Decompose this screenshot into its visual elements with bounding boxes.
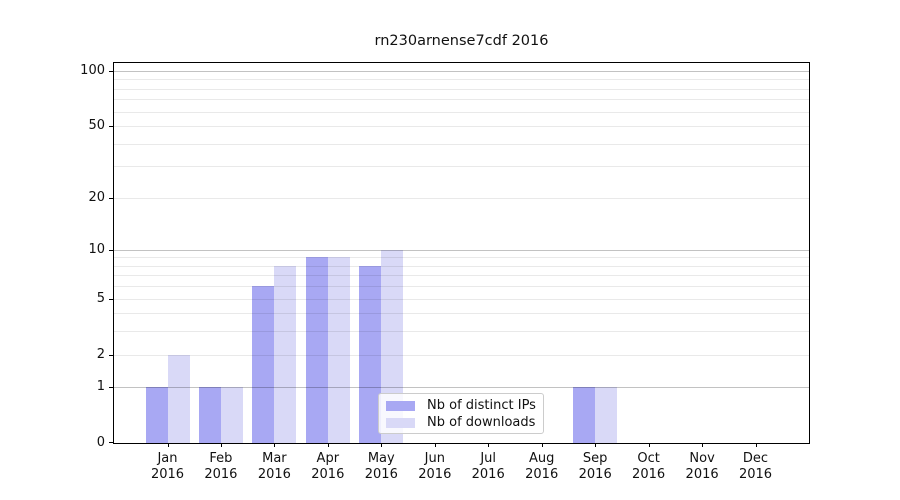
y-tick-mark xyxy=(109,249,113,251)
bar-distinct-ips-feb xyxy=(198,387,221,443)
x-tick-mark xyxy=(381,443,383,447)
minor-gridline xyxy=(114,298,809,300)
y-tick-label: 50 xyxy=(88,118,105,134)
bar-distinct-ips-mar xyxy=(252,286,275,443)
y-tick-mark xyxy=(109,387,113,389)
x-tick-mark xyxy=(488,443,490,447)
bar-distinct-ips-apr xyxy=(305,257,328,443)
y-tick-label: 10 xyxy=(88,241,105,257)
legend-item-downloads: Nb of downloads xyxy=(386,415,535,431)
bar-distinct-ips-sep xyxy=(573,387,596,443)
x-tick-label-jul: Jul 2016 xyxy=(471,451,505,482)
x-tick-label-may: May 2016 xyxy=(364,451,398,482)
minor-gridline xyxy=(114,88,809,90)
y-tick-mark xyxy=(109,126,113,128)
x-tick-mark xyxy=(434,443,436,447)
plot-area: 0 1 2 5 10 20 50 100 Jan 2016 Feb 2016 Mar 2016 Apr… xyxy=(80,62,810,482)
x-tick-label-dec: Dec 2016 xyxy=(738,451,773,482)
x-tick-label-oct: Oct 2016 xyxy=(632,451,666,482)
y-tick-mark xyxy=(109,354,113,356)
minor-gridline xyxy=(114,166,809,168)
y-tick-label: 20 xyxy=(88,189,105,205)
x-tick-label-jun: Jun 2016 xyxy=(418,451,452,482)
x-tick-mark xyxy=(167,443,169,447)
bar-downloads-feb xyxy=(220,387,243,443)
minor-gridline xyxy=(114,275,809,277)
minor-gridline xyxy=(114,197,809,199)
x-tick-mark xyxy=(274,443,276,447)
x-tick-label-apr: Apr 2016 xyxy=(311,451,345,482)
major-gridline xyxy=(114,387,809,389)
minor-gridline xyxy=(114,313,809,315)
minor-gridline xyxy=(114,99,809,101)
y-tick-label: 1 xyxy=(96,379,105,395)
x-tick-mark xyxy=(220,443,222,447)
distinct-ips-swatch-icon xyxy=(386,401,415,411)
major-gridline xyxy=(114,249,809,251)
bar-distinct-ips-jan xyxy=(145,387,168,443)
x-tick-label-sep: Sep 2016 xyxy=(578,451,612,482)
y-tick-label: 5 xyxy=(96,290,105,306)
minor-gridline xyxy=(114,354,809,356)
x-tick-mark xyxy=(648,443,650,447)
bar-distinct-ips-may xyxy=(359,265,382,443)
downloads-swatch-icon xyxy=(386,418,415,428)
x-tick-label-feb: Feb 2016 xyxy=(204,451,238,482)
y-tick-mark xyxy=(109,71,113,72)
minor-gridline xyxy=(114,286,809,288)
bar-downloads-mar xyxy=(274,265,297,443)
x-tick-label-mar: Mar 2016 xyxy=(257,451,291,482)
minor-gridline xyxy=(114,126,809,128)
y-tick-mark xyxy=(109,442,113,443)
x-tick-label-aug: Aug 2016 xyxy=(525,451,559,482)
minor-gridline xyxy=(114,111,809,113)
x-tick-mark xyxy=(702,443,704,447)
chart-title: rn230arnense7cdf 2016 xyxy=(374,33,549,49)
bar-downloads-sep xyxy=(595,387,618,443)
y-tick-label: 0 xyxy=(96,435,105,450)
minor-gridline xyxy=(114,257,809,259)
legend-label: Nb of downloads xyxy=(427,415,536,430)
minor-gridline xyxy=(114,331,809,333)
x-tick-mark xyxy=(755,443,757,447)
minor-gridline xyxy=(114,79,809,81)
bar-downloads-jan xyxy=(167,354,190,443)
legend-item-distinct-ips: Nb of distinct IPs xyxy=(386,398,536,414)
legend-label: Nb of distinct IPs xyxy=(427,398,536,413)
legend: Nb of distinct IPs Nb of downloads xyxy=(378,393,544,434)
y-tick-label: 100 xyxy=(80,63,105,78)
grid-layer xyxy=(114,63,809,443)
x-tick-label-jan: Jan 2016 xyxy=(150,451,185,482)
x-tick-mark xyxy=(541,443,543,447)
x-tick-mark xyxy=(595,443,597,447)
y-tick-label: 2 xyxy=(96,346,105,362)
minor-gridline xyxy=(114,143,809,145)
minor-gridline xyxy=(114,265,809,267)
axis-ticks-layer: 0 1 2 5 10 20 50 100 Jan 2016 Feb 2016 Mar 2016 Apr… xyxy=(80,63,809,482)
y-tick-mark xyxy=(109,298,113,300)
x-tick-mark xyxy=(327,443,329,447)
bar-downloads-apr xyxy=(327,257,350,443)
y-tick-mark xyxy=(109,197,113,199)
x-tick-label-nov: Nov 2016 xyxy=(685,451,719,482)
major-gridline xyxy=(114,71,809,72)
